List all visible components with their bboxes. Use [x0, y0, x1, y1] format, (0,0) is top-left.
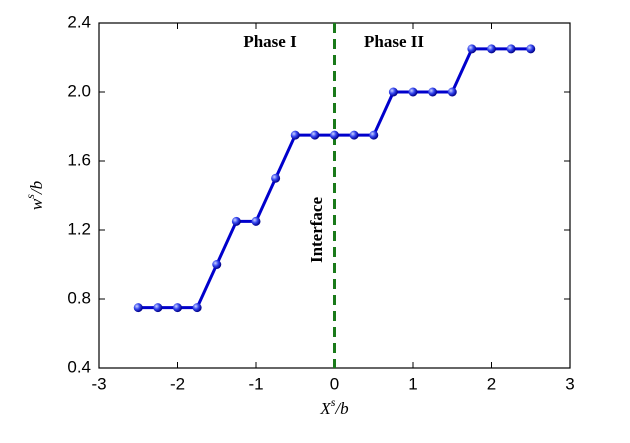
y-tick-label: 2.4	[67, 12, 91, 31]
point	[133, 303, 143, 313]
point	[330, 130, 339, 140]
point	[173, 303, 182, 313]
xlabel-label-rest: /b	[334, 399, 348, 418]
x-tick-label: 1	[408, 374, 417, 393]
ylabel-label: ws/b	[23, 181, 46, 210]
y-tick-label: 1.6	[67, 150, 91, 169]
point	[369, 130, 379, 140]
annotation: Interface	[307, 197, 326, 264]
ylabel-label-sup: s	[23, 194, 37, 199]
point	[467, 44, 477, 54]
point	[290, 130, 300, 140]
ylabel-label-rest: /b	[27, 181, 46, 195]
point	[192, 303, 202, 313]
xlabel-label-base: X	[319, 399, 331, 418]
xlabel-label-sup: s	[331, 395, 336, 409]
xlabel-label: Xs/b	[319, 395, 348, 418]
annotation: Phase I	[243, 32, 297, 51]
point	[251, 216, 261, 226]
point	[212, 260, 222, 269]
point	[153, 303, 163, 313]
x-tick-label: -1	[248, 374, 263, 393]
x-tick-label: 3	[565, 374, 574, 393]
point	[447, 87, 457, 97]
x-tick-label: -2	[170, 374, 185, 393]
x-tick-label: 0	[330, 374, 339, 393]
point	[349, 130, 359, 140]
y-tick-label: 0.8	[67, 288, 91, 307]
point	[271, 173, 281, 183]
point	[231, 216, 241, 226]
annotation: Phase II	[364, 32, 424, 51]
point	[408, 87, 418, 97]
y-tick-label: 1.2	[67, 219, 91, 238]
point	[526, 44, 536, 54]
point	[428, 87, 438, 97]
x-tick-label: -3	[91, 374, 106, 393]
point	[506, 44, 516, 54]
y-tick-label: 2.0	[67, 81, 91, 100]
point	[388, 87, 398, 97]
x-tick-label: 2	[487, 374, 496, 393]
y-tick-label: 0.4	[67, 357, 91, 376]
point	[310, 130, 320, 140]
point	[487, 44, 496, 54]
ylabel-label-base: w	[27, 198, 46, 210]
